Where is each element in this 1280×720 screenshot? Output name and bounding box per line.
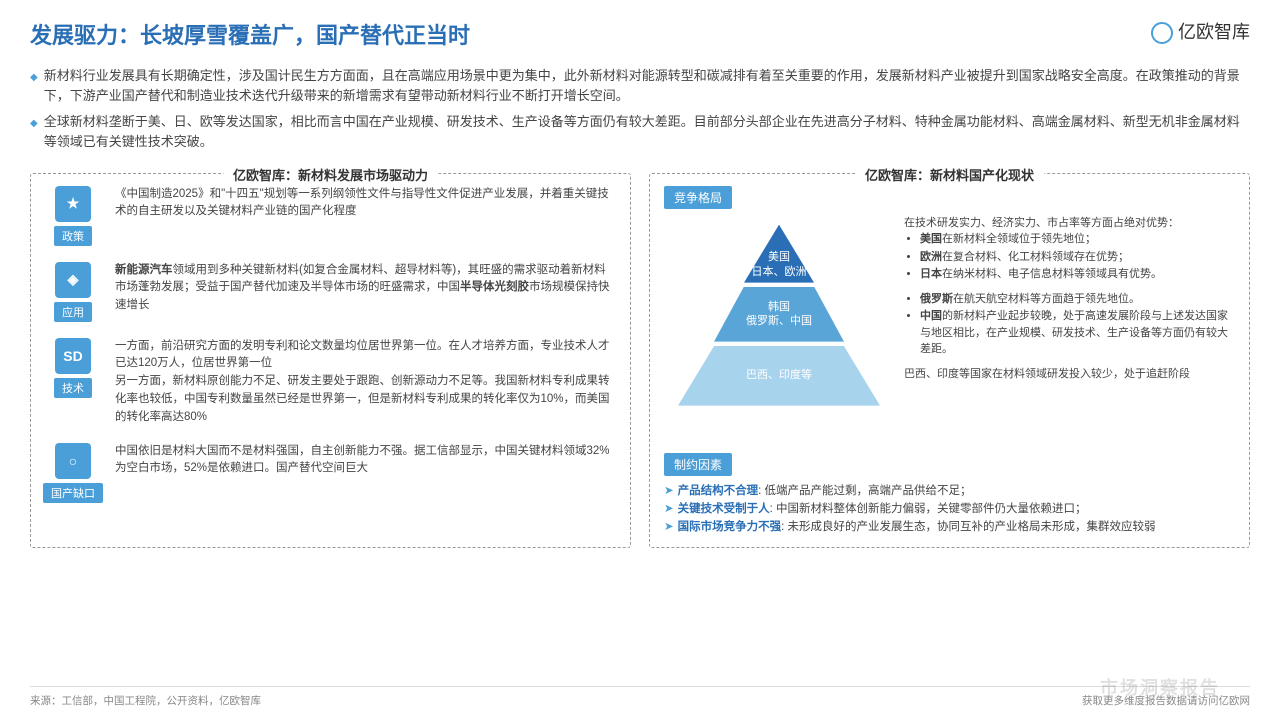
driver-icon: ○: [55, 443, 91, 479]
page-title: 发展驱力：长坡厚雪覆盖广，国产替代正当时: [30, 18, 1250, 50]
pyramid-info-block: 巴西、印度等国家在材料领域研发投入较少，处于追赶阶段: [904, 366, 1235, 383]
driver-label: 应用: [54, 302, 92, 322]
driver-label: 技术: [54, 378, 92, 398]
constraint-item: ➤国际市场竞争力不强: 未形成良好的产业发展生态，协同互补的产业格局未形成，集群…: [664, 518, 1235, 536]
driver-text: 新能源汽车领域用到多种关键新材料(如复合金属材料、超导材料等)，其旺盛的需求驱动…: [115, 262, 616, 315]
pyramid-tier-2: 韩国俄罗斯、中国: [714, 287, 844, 342]
pyramid-info-block: 俄罗斯在航天航空材料等方面趋于领先地位。中国的新材料产业起步较晚，处于高速发展阶…: [904, 291, 1235, 358]
driver-row: ★ 政策 《中国制造2025》和"十四五"规划等一系列纲领性文件与指导性文件促进产业…: [45, 186, 616, 246]
bullet-text: 全球新材料垄断于美、日、欧等发达国家，相比而言中国在产业规模、研发技术、生产设备…: [44, 112, 1250, 152]
driver-label: 国产缺口: [43, 483, 103, 503]
constraint-item: ➤产品结构不合理: 低端产品产能过剩，高端产品供给不足；: [664, 482, 1235, 500]
competition-tag: 竞争格局: [664, 186, 732, 209]
watermark: 市场洞察报告: [1100, 674, 1220, 700]
constraint-tag: 制约因素: [664, 453, 732, 476]
right-panel: 亿欧智库：新材料国产化现状 竞争格局 美国日本、欧洲 韩国俄罗斯、中国 巴西、印…: [649, 173, 1250, 548]
constraint-item: ➤关键技术受制于人: 中国新材料整体创新能力偏弱，关键零部件仍大量依赖进口；: [664, 500, 1235, 518]
driver-label: 政策: [54, 226, 92, 246]
left-panel: 亿欧智库：新材料发展市场驱动力 ★政策《中国制造2025》和"十四五"规划等一系…: [30, 173, 631, 548]
pyramid-tier-3: 巴西、印度等: [678, 346, 880, 406]
pyramid-tier-1: 美国日本、欧洲: [744, 225, 814, 283]
driver-text: 《中国制造2025》和"十四五"规划等一系列纲领性文件与指导性文件促进产业发展，…: [115, 186, 616, 222]
pyramid-info-block: 在技术研发实力、经济实力、市占率等方面占绝对优势：美国在新材料全领域位于领先地位…: [904, 215, 1235, 283]
summary-bullets: ◆新材料行业发展具有长期确定性，涉及国计民生方方面面，且在高端应用场景中更为集中…: [0, 58, 1280, 167]
driver-row: ○ 国产缺口中国依旧是材料大国而不是材料强国，自主创新能力不强。据工信部显示，中国…: [45, 443, 616, 503]
driver-icon: SD: [55, 338, 91, 374]
diamond-icon: ◆: [30, 116, 38, 152]
logo-text: 亿欧智库: [1178, 18, 1250, 44]
footer-source: 来源：工信部，中国工程院，公开资料，亿欧智库: [30, 693, 261, 708]
footer: 来源：工信部，中国工程院，公开资料，亿欧智库 获取更多维度报告数据请访问亿欧网: [30, 686, 1250, 708]
left-panel-title: 亿欧智库：新材料发展市场驱动力: [223, 165, 438, 184]
pyramid-info: 在技术研发实力、经济实力、市占率等方面占绝对优势：美国在新材料全领域位于领先地位…: [904, 215, 1235, 445]
bullet-text: 新材料行业发展具有长期确定性，涉及国计民生方方面面，且在高端应用场景中更为集中，…: [44, 66, 1250, 106]
driver-icon: ◈: [55, 262, 91, 298]
logo-icon: [1148, 19, 1172, 43]
constraints-list: ➤产品结构不合理: 低端产品产能过剩，高端产品供给不足；➤关键技术受制于人: 中…: [664, 482, 1235, 537]
driver-row: ◈ 应用 新能源汽车领域用到多种关键新材料(如复合金属材料、超导材料等)，其旺盛的需…: [45, 262, 616, 322]
driver-row: SD 技术 一方面，前沿研究方面的发明专利和论文数量均位居世界第一位。在人才培养方面…: [45, 338, 616, 427]
driver-text: 一方面，前沿研究方面的发明专利和论文数量均位居世界第一位。在人才培养方面，专业技…: [115, 338, 616, 427]
brand-logo: 亿欧智库: [1148, 18, 1250, 44]
diamond-icon: ◆: [30, 70, 38, 106]
right-panel-title: 亿欧智库：新材料国产化现状: [855, 165, 1044, 184]
driver-text: 中国依旧是材料大国而不是材料强国，自主创新能力不强。据工信部显示，中国关键材料领…: [115, 443, 616, 479]
driver-icon: ★: [55, 186, 91, 222]
pyramid-chart: 美国日本、欧洲 韩国俄罗斯、中国 巴西、印度等: [664, 215, 894, 445]
